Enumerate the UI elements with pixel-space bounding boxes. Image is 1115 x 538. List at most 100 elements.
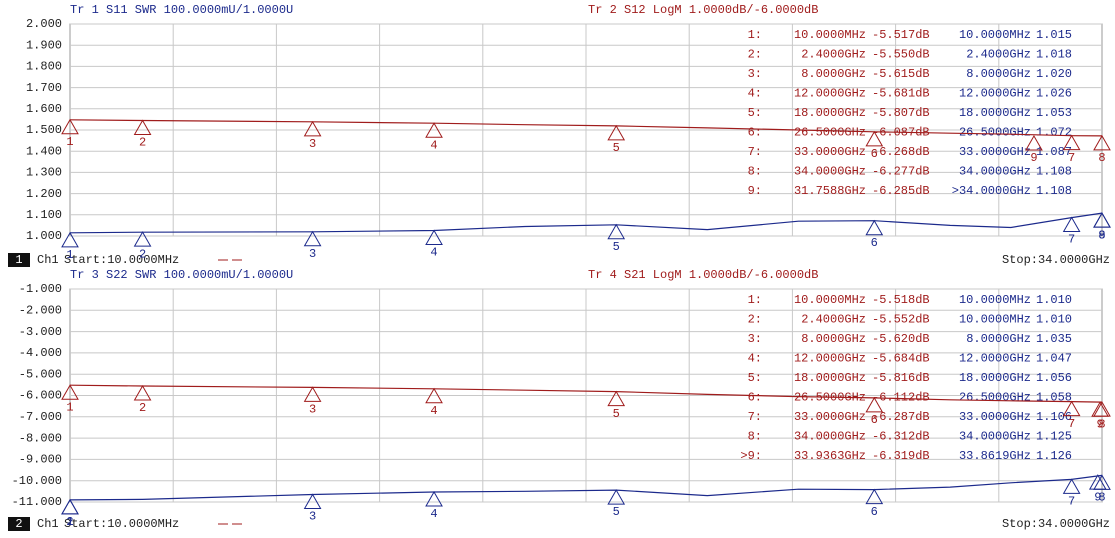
marker-triangle bbox=[303, 386, 322, 402]
marker-triangle bbox=[61, 498, 79, 515]
marker-triangle bbox=[61, 118, 79, 135]
channel-label: Ch1 bbox=[37, 517, 59, 531]
start-label: Start:10.0000MHz bbox=[64, 253, 179, 267]
marker-value: 1.035 bbox=[1036, 332, 1072, 346]
marker-index: 6: bbox=[748, 391, 762, 405]
marker-value: -6.285dB bbox=[872, 184, 930, 198]
marker-frequency: 12.0000GHz bbox=[959, 87, 1031, 101]
marker-frequency: 34.0000GHz bbox=[794, 430, 866, 444]
marker-number: 7 bbox=[1068, 151, 1075, 165]
y-tick-label: 1.800 bbox=[26, 60, 62, 74]
marker-value: 1.058 bbox=[1036, 391, 1072, 405]
marker-triangle bbox=[1088, 474, 1107, 490]
marker-triangle bbox=[61, 384, 79, 400]
marker-index: 8: bbox=[748, 430, 762, 444]
marker-value: 1.087 bbox=[1036, 145, 1072, 159]
y-tick-label: 2.000 bbox=[26, 17, 62, 31]
marker-frequency: 33.9363GHz bbox=[794, 449, 866, 463]
marker-value: -6.268dB bbox=[872, 145, 930, 159]
marker-number: 7 bbox=[1068, 233, 1075, 247]
marker-number: 4 bbox=[430, 507, 437, 521]
marker-frequency: >34.0000GHz bbox=[952, 184, 1031, 198]
marker-value: 1.072 bbox=[1036, 126, 1072, 140]
marker-triangle bbox=[1062, 134, 1081, 151]
marker-number: 9 bbox=[1098, 228, 1105, 242]
marker-value: 1.015 bbox=[1036, 28, 1072, 42]
marker-triangle bbox=[865, 219, 884, 236]
marker-frequency: 2.4000GHz bbox=[966, 48, 1031, 62]
y-tick-label: -3.000 bbox=[19, 325, 62, 339]
start-label: Start:10.0000MHz bbox=[64, 517, 179, 531]
marker-frequency: 33.0000GHz bbox=[959, 410, 1031, 424]
marker-number: 2 bbox=[139, 247, 146, 261]
marker-number: 4 bbox=[430, 404, 437, 418]
marker-frequency: 10.0000MHz bbox=[959, 313, 1031, 327]
y-tick-label: -4.000 bbox=[19, 346, 62, 360]
y-tick-label: -6.000 bbox=[19, 389, 62, 403]
stop-label: Stop:34.0000GHz bbox=[1002, 253, 1110, 267]
marker-index: 2: bbox=[748, 48, 762, 62]
marker-triangle bbox=[61, 231, 79, 248]
marker-triangle bbox=[425, 122, 443, 138]
marker-triangle bbox=[425, 229, 443, 245]
marker-index: 3: bbox=[748, 332, 762, 346]
marker-number: 2 bbox=[139, 401, 146, 415]
y-tick-label: 1.500 bbox=[26, 123, 62, 137]
channel-label: Ch1 bbox=[37, 253, 59, 267]
marker-number: 6 bbox=[871, 147, 878, 161]
marker-number: 3 bbox=[309, 137, 316, 151]
stop-label: Stop:34.0000GHz bbox=[1002, 517, 1110, 531]
marker-frequency: 8.0000GHz bbox=[966, 67, 1031, 81]
marker-value: 1.053 bbox=[1036, 106, 1072, 120]
marker-frequency: 34.0000GHz bbox=[794, 165, 866, 179]
marker-index: 4: bbox=[748, 352, 762, 366]
marker-frequency: 8.0000GHz bbox=[801, 332, 866, 346]
marker-value: -5.684dB bbox=[872, 352, 930, 366]
marker-triangle bbox=[425, 387, 443, 404]
marker-triangle bbox=[133, 384, 152, 401]
marker-number: 2 bbox=[66, 515, 73, 529]
marker-value: -5.681dB bbox=[872, 87, 930, 101]
marker-number: 1 bbox=[66, 400, 73, 414]
channel-number: 2 bbox=[15, 517, 22, 531]
marker-value: 1.020 bbox=[1036, 67, 1072, 81]
marker-value: -6.312dB bbox=[872, 430, 930, 444]
y-tick-label: 1.100 bbox=[26, 208, 62, 222]
marker-number: 7 bbox=[1068, 417, 1075, 431]
marker-value: -5.517dB bbox=[872, 28, 930, 42]
marker-number: 9 bbox=[1094, 490, 1101, 504]
marker-triangle bbox=[865, 130, 884, 147]
marker-index: 1: bbox=[748, 293, 762, 307]
marker-frequency: 10.0000MHz bbox=[959, 28, 1031, 42]
marker-triangle bbox=[425, 490, 443, 507]
marker-number: 8 bbox=[1098, 491, 1105, 505]
marker-frequency: 34.0000GHz bbox=[959, 430, 1031, 444]
marker-value: 1.108 bbox=[1036, 165, 1072, 179]
trace-header: Tr 2 S12 LogM 1.0000dB/-6.0000dB bbox=[588, 3, 818, 17]
marker-triangle bbox=[865, 396, 884, 413]
marker-frequency: 26.5000GHz bbox=[794, 126, 866, 140]
marker-triangle bbox=[607, 124, 626, 141]
marker-value: -6.319dB bbox=[872, 449, 930, 463]
marker-frequency: 2.4000GHz bbox=[801, 313, 866, 327]
y-tick-label: -7.000 bbox=[19, 410, 62, 424]
marker-number: 8 bbox=[1098, 228, 1105, 242]
marker-number: 9 bbox=[1096, 417, 1103, 431]
marker-triangle bbox=[1093, 212, 1111, 228]
y-tick-label: -8.000 bbox=[19, 431, 62, 445]
marker-number: 6 bbox=[871, 236, 878, 250]
marker-value: -5.620dB bbox=[872, 332, 930, 346]
marker-number: 8 bbox=[1098, 417, 1105, 431]
trace-header: Tr 4 S21 LogM 1.0000dB/-6.0000dB bbox=[588, 268, 818, 282]
marker-index: 9: bbox=[748, 184, 762, 198]
marker-index: 7: bbox=[748, 410, 762, 424]
marker-triangle bbox=[607, 223, 626, 240]
y-tick-label: 1.200 bbox=[26, 187, 62, 201]
marker-frequency: 34.0000GHz bbox=[959, 165, 1031, 179]
marker-number: 3 bbox=[309, 510, 316, 524]
marker-number: 1 bbox=[66, 248, 73, 262]
marker-value: 1.010 bbox=[1036, 293, 1072, 307]
marker-number: 4 bbox=[430, 138, 437, 152]
y-tick-label: -10.000 bbox=[12, 474, 62, 488]
marker-triangle bbox=[1062, 478, 1081, 494]
